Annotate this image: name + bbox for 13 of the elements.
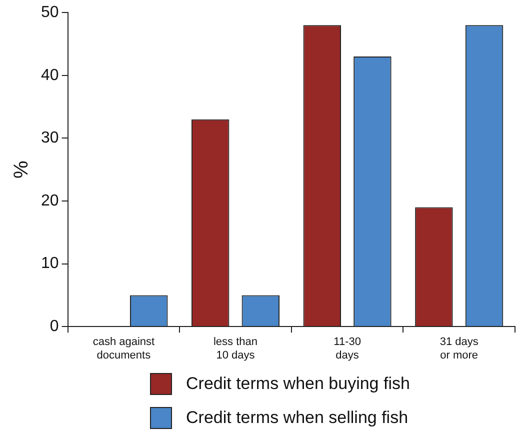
- y-tick-label: 40: [41, 66, 59, 84]
- y-tick-label: 0: [50, 318, 59, 336]
- legend-label: Credit terms when selling fish: [186, 408, 408, 428]
- x-tick-label: cash against documents: [92, 336, 155, 362]
- y-tick-label: 30: [41, 130, 59, 147]
- y-tick-label: 10: [41, 255, 59, 272]
- x-tick-label: 31 days or more: [440, 336, 479, 362]
- y-tick-label: 50: [41, 4, 59, 22]
- y-axis-title: %: [10, 160, 33, 178]
- legend-label: Credit terms when buying fish: [186, 374, 410, 394]
- x-tick-label: 11-30 days: [334, 336, 361, 362]
- x-tick-label: less than 10 days: [213, 336, 258, 362]
- y-tick-label: 20: [41, 192, 59, 210]
